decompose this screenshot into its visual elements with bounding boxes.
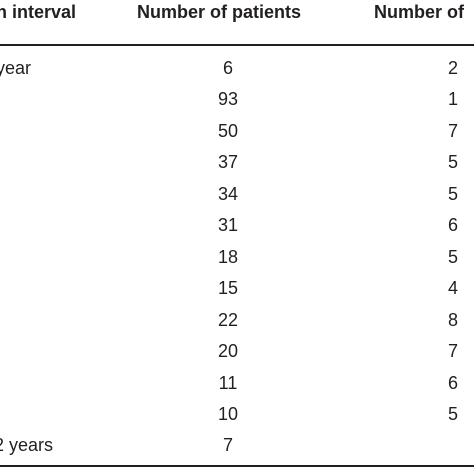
number-cell: 1 [448,89,459,109]
patients-cell: 34 [217,184,239,204]
patients-cell: 50 [217,121,239,141]
patients-cell: 93 [217,89,239,109]
patients-cell: 10 [217,404,239,424]
patients-cell: 37 [217,152,239,172]
number-cell: 5 [448,184,459,204]
number-cell: 5 [448,404,459,424]
patients-cell: 20 [217,341,239,361]
patients-cell: 18 [217,247,239,267]
patients-cell: 31 [217,215,239,235]
header-interval: n interval [0,2,77,22]
number-cell: 5 [448,247,459,267]
header-rule [0,44,474,46]
patients-cell: 22 [217,310,239,330]
header-number-of: Number of [374,2,464,22]
number-cell: 8 [448,310,459,330]
interval-cell: 2 years [0,435,54,455]
footer-rule [0,465,474,467]
patients-cell: 15 [217,278,239,298]
number-cell: 4 [448,278,459,298]
patients-cell: 6 [222,58,233,78]
patients-cell: 7 [222,435,233,455]
number-cell: 2 [448,58,459,78]
number-cell: 5 [448,152,459,172]
number-cell: 7 [448,121,459,141]
header-number-of-patients: Number of patients [137,2,302,22]
interval-cell: year [0,58,32,78]
patients-cell: 11 [218,373,238,393]
number-cell: 6 [448,215,459,235]
number-cell: 7 [448,341,459,361]
number-cell: 6 [448,373,459,393]
